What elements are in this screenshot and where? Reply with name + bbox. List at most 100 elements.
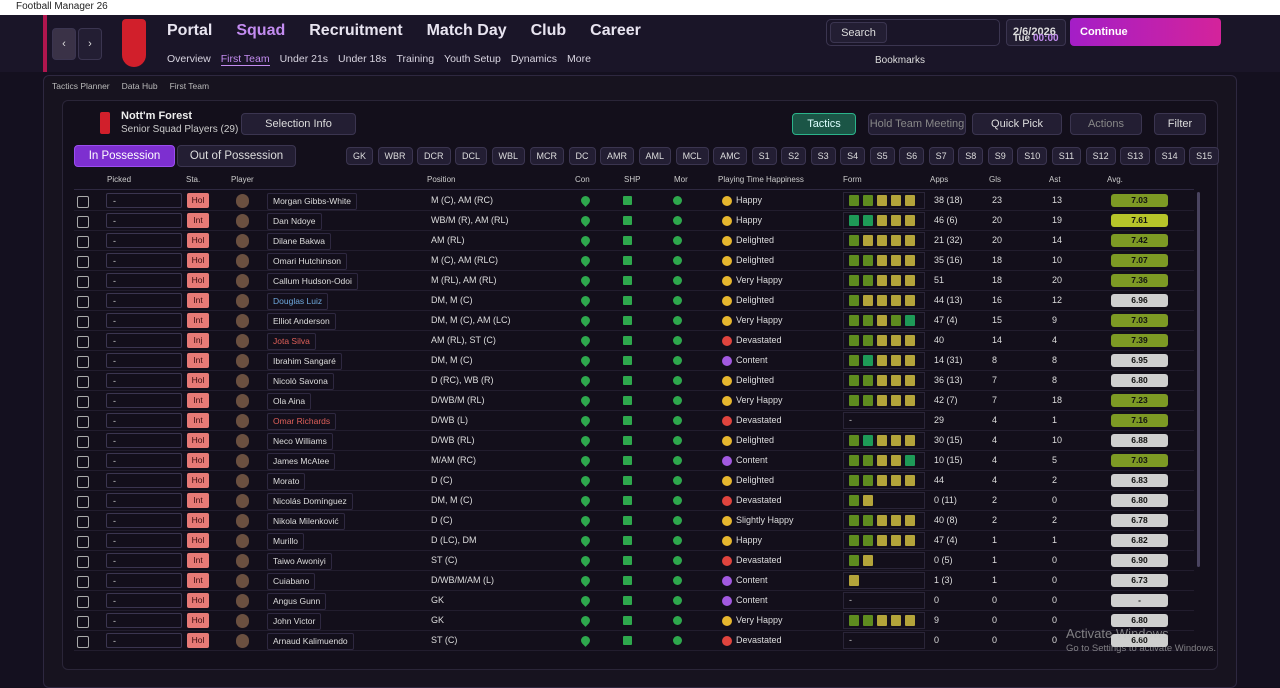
picked-dropdown[interactable]: - [106,293,182,308]
checkbox[interactable] [77,376,89,388]
position-slot[interactable]: DCL [455,147,488,165]
picked-dropdown[interactable]: - [106,353,182,368]
position-slot[interactable]: S2 [781,147,807,165]
player-name[interactable]: Jota Silva [267,333,316,350]
date[interactable]: 2/6/2026 [1006,19,1066,46]
column-header[interactable]: Picked [107,175,132,184]
checkbox[interactable] [77,336,89,348]
main-nav-item[interactable]: Recruitment [309,22,403,39]
position-slot[interactable]: GK [346,147,374,165]
continue-button[interactable]: Continue [1070,18,1221,46]
player-name[interactable]: John Victor [267,613,322,630]
sub-nav-item[interactable]: Youth Setup [444,53,501,65]
position-slot[interactable]: S4 [840,147,866,165]
sub-nav-item[interactable]: Dynamics [510,53,557,65]
position-slot[interactable]: WBL [491,147,526,165]
player-name[interactable]: Nicolò Savona [267,373,334,390]
picked-dropdown[interactable]: - [106,213,182,228]
table-row[interactable]: - Hol Angus Gunn GK Content -0 0 0- [74,591,1194,611]
player-name[interactable]: Callum Hudson-Odoi [267,273,358,290]
player-name[interactable]: Douglas Luiz [267,293,329,310]
player-name[interactable]: Nicolás Domínguez [267,493,353,510]
picked-dropdown[interactable]: - [106,613,182,628]
team-meeting[interactable]: Hold Team Meeting [868,113,966,135]
checkbox[interactable] [77,636,89,648]
table-row[interactable]: - Hol John Victor GK Very Happy 9 0 0 6.80 [74,611,1194,631]
column-header[interactable]: Mor [674,175,688,184]
table-row[interactable]: - Hol Morato D (C) Delighted 44 4 2 6.83 [74,471,1194,491]
player-name[interactable]: Ola Aina [267,393,312,410]
sub-nav-item[interactable]: Under 18s [338,53,387,65]
picked-dropdown[interactable]: - [106,493,182,508]
column-header[interactable]: SHP [624,175,641,184]
position-slot[interactable]: S5 [869,147,895,165]
table-row[interactable]: - Int Douglas Luiz DM, M (C) Delighted 44 (13… [74,291,1194,311]
table-row[interactable]: - Hol Murillo D (LC), DM Happy 47 (4) 1 1 6.82 [74,531,1194,551]
player-name[interactable]: Arnaud Kalimuendo [267,633,354,650]
checkbox[interactable] [77,456,89,468]
player-name[interactable]: Omari Hutchinson [267,253,348,270]
table-row[interactable]: - Int Ibrahim Sangaré DM, M (C) Content 14 (3… [74,351,1194,371]
picked-dropdown[interactable]: - [106,333,182,348]
checkbox[interactable] [77,596,89,608]
sub-nav-item[interactable]: Training [396,53,435,65]
main-nav-item[interactable]: Club [530,22,567,39]
position-slot[interactable]: MCL [675,147,709,165]
picked-dropdown[interactable]: - [106,313,182,328]
position-slot[interactable]: S13 [1120,147,1151,165]
breadcrumb-item[interactable]: First Team [169,81,210,91]
picked-dropdown[interactable]: - [106,233,182,248]
checkbox[interactable] [77,276,89,288]
table-row[interactable]: - Hol Neco Williams D/WB (RL) Delighted 30 (1… [74,431,1194,451]
column-header[interactable]: Con [575,175,590,184]
table-row[interactable]: - Int Omar Richards D/WB (L) Devastated -29 4 1… [74,411,1194,431]
checkbox[interactable] [77,316,89,328]
column-header[interactable]: Gls [989,175,1001,184]
table-row[interactable]: - Inj Jota Silva AM (RL), ST (C) Devastated 4… [74,331,1194,351]
position-slot[interactable]: S11 [1051,147,1082,165]
position-slot[interactable]: AML [638,147,672,165]
table-row[interactable]: - Hol James McAtee M/AM (RC) Content 10 (15) 4… [74,451,1194,471]
column-header[interactable]: Ast [1049,175,1061,184]
filter[interactable]: Filter [1154,113,1206,135]
out-of-possession[interactable]: Out of Possession [177,145,296,167]
main-nav-item[interactable]: Squad [236,22,286,39]
checkbox[interactable] [77,236,89,248]
player-name[interactable]: Morato [267,473,306,490]
table-row[interactable]: - Int Elliot Anderson DM, M (C), AM (LC) Ver… [74,311,1194,331]
picked-dropdown[interactable]: - [106,273,182,288]
table-row[interactable]: - Hol Arnaud Kalimuendo ST (C) Devastated -0 0… [74,631,1194,651]
position-slot[interactable]: MCR [529,147,565,165]
scrollbar[interactable] [1197,192,1200,567]
picked-dropdown[interactable]: - [106,453,182,468]
column-header[interactable]: Form [843,175,862,184]
bookmarks[interactable]: Bookmarks [875,55,926,66]
player-name[interactable]: James McAtee [267,453,336,470]
player-name[interactable]: Taiwo Awoniyi [267,553,332,570]
selection-info[interactable]: Selection Info [241,113,356,135]
breadcrumb-item[interactable]: Tactics Planner [52,81,110,91]
position-slot[interactable]: AMR [600,147,635,165]
picked-dropdown[interactable]: - [106,373,182,388]
actions[interactable]: Actions [1070,113,1142,135]
picked-dropdown[interactable]: - [106,553,182,568]
picked-dropdown[interactable]: - [106,513,182,528]
table-row[interactable]: - Hol Callum Hudson-Odoi M (RL), AM (RL) Ver… [74,271,1194,291]
picked-dropdown[interactable]: - [106,433,182,448]
table-row[interactable]: - Int Cuiabano D/WB/M/AM (L) Content 1 (3) 1 0 6… [74,571,1194,591]
search-button[interactable]: Search [830,22,887,43]
player-name[interactable]: Angus Gunn [267,593,327,610]
checkbox[interactable] [77,216,89,228]
position-slot[interactable]: S1 [751,147,777,165]
player-name[interactable]: Cuiabano [267,573,316,590]
table-row[interactable]: - Hol Morgan Gibbs-White M (C), AM (RC) Happ… [74,191,1194,211]
table-row[interactable]: - Hol Dilane Bakwa AM (RL) Delighted 21 (32) 2… [74,231,1194,251]
table-row[interactable]: - Int Dan Ndoye WB/M (R), AM (RL) Happy 46 (6… [74,211,1194,231]
checkbox[interactable] [77,416,89,428]
main-nav-item[interactable]: Match Day [426,22,507,39]
picked-dropdown[interactable]: - [106,393,182,408]
column-header[interactable]: Avg. [1107,175,1123,184]
player-name[interactable]: Morgan Gibbs-White [267,193,357,210]
picked-dropdown[interactable]: - [106,533,182,548]
checkbox[interactable] [77,556,89,568]
